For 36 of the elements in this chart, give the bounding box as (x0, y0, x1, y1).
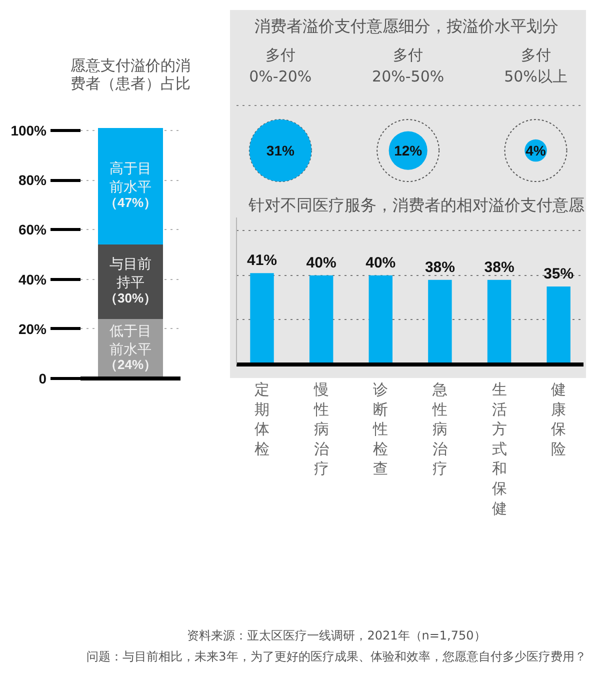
series-label: 高于目前水平 (110, 161, 152, 196)
x-tick-label: 诊断性检查 (372, 380, 388, 478)
text: 消费者溢价支付意愿细分，按溢价水平划分 (254, 16, 558, 36)
x-tick-label: 生活方式和保健 (492, 380, 507, 518)
text: 问题：与目前相比，未来3年，为了更好的医疗成果、体验和效率，您愿意自付多少医疗费用？ (86, 650, 586, 664)
series-label: 与目前持平 (110, 256, 152, 291)
y-tick-label: 80% (18, 172, 48, 188)
chart-title: 愿意支付溢价的消费者（患者）占比 (70, 56, 190, 92)
data-label: 35% (544, 266, 574, 283)
data-label: 4% (526, 142, 546, 159)
x-tick-label: 慢性病治疗 (312, 380, 329, 478)
data-label: 12% (394, 142, 423, 159)
x-tick-label: 急性病治疗 (431, 380, 448, 478)
data-label: 40% (366, 254, 396, 272)
data-label: 41% (246, 252, 278, 270)
series-label: 低于目前水平 (110, 324, 152, 358)
data-label: （24%） (104, 357, 157, 372)
y-tick-label: 40% (18, 271, 48, 288)
data-label: （47%） (104, 194, 157, 210)
data-label: 40% (306, 254, 336, 272)
category-label: 多付 50%以上 (504, 46, 568, 86)
category-label: 多付 20%-50% (372, 46, 444, 86)
data-label: 38% (424, 258, 455, 276)
data-label: 31% (266, 142, 295, 159)
chart-title: 针对不同医疗服务，消费者的相对溢价支付意愿 (248, 196, 584, 214)
x-tick-label: 定期体检 (254, 380, 270, 458)
text: 资料来源：亚太区医疗一线调研，2021年（n=1,750） (187, 628, 486, 642)
y-tick-label: 20% (18, 320, 48, 337)
data-label: （30%） (104, 290, 157, 306)
category-label: 多付 0%-20% (249, 46, 312, 86)
x-tick-label: 健康保险 (551, 380, 566, 458)
bar (98, 128, 163, 245)
data-label: 38% (484, 258, 514, 276)
y-tick-label: 60% (18, 222, 48, 238)
y-tick-label: 0 (38, 370, 47, 386)
y-tick-label: 100% (10, 122, 48, 138)
